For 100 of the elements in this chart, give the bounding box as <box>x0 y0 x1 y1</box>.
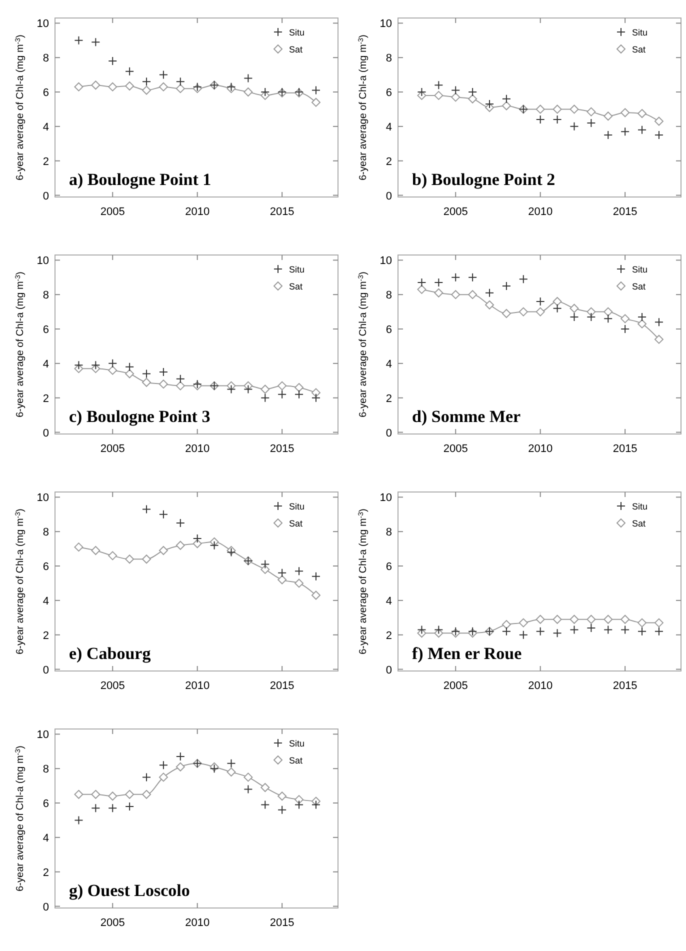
point <box>125 802 134 811</box>
point <box>536 307 545 316</box>
point <box>125 369 134 378</box>
point <box>485 288 494 298</box>
point <box>518 307 528 316</box>
x-tick-label: 2005 <box>100 206 125 218</box>
y-tick-label: 2 <box>42 866 49 879</box>
point <box>74 790 84 799</box>
point <box>451 290 460 300</box>
y-tick-label: 10 <box>380 492 392 504</box>
point <box>311 393 320 402</box>
y-tick-label: 8 <box>386 52 392 65</box>
y-tick-label: 0 <box>386 664 392 676</box>
y-tick-label: 2 <box>42 630 49 642</box>
point <box>142 86 152 95</box>
point <box>417 88 426 97</box>
point <box>552 304 562 313</box>
y-tick-label: 4 <box>42 832 49 844</box>
y-tick-label: 2 <box>42 392 49 405</box>
point <box>586 107 596 116</box>
legend-label: Sat <box>632 518 646 528</box>
legend-label: Sat <box>289 44 304 54</box>
point <box>108 358 118 368</box>
text: c) Boulogne Point 3 <box>69 407 210 426</box>
x-tick-label: 2015 <box>270 443 294 455</box>
text: a) Boulogne Point 1 <box>69 170 212 189</box>
point <box>108 804 118 813</box>
point <box>176 374 185 384</box>
point <box>552 296 562 306</box>
point <box>502 281 511 290</box>
y-tick-label: 0 <box>42 664 49 676</box>
point <box>604 112 613 121</box>
legend-label: Sat <box>632 44 646 54</box>
point <box>176 77 185 86</box>
y-tick-label: 0 <box>386 427 392 440</box>
point <box>91 546 100 556</box>
point <box>74 542 84 552</box>
point <box>260 783 270 792</box>
point <box>536 104 545 114</box>
legend-label: Situ <box>289 502 305 512</box>
point <box>586 312 596 322</box>
point <box>518 618 528 628</box>
point <box>108 56 118 66</box>
point <box>468 272 478 282</box>
x-tick-label: 2010 <box>185 443 210 455</box>
y-tick-label: 8 <box>42 52 49 65</box>
point <box>552 104 562 114</box>
legend-label: Situ <box>289 28 305 38</box>
point <box>311 572 320 581</box>
y-tick-label: 10 <box>36 729 49 742</box>
y-tick-label: 2 <box>386 392 392 405</box>
point <box>620 108 630 118</box>
x-tick-label: 2005 <box>443 443 468 455</box>
text: d) Somme Mer <box>412 407 522 426</box>
y-tick-label: 0 <box>42 901 49 914</box>
x-tick-label: 2015 <box>270 917 294 929</box>
point <box>244 784 253 794</box>
x-tick-label: 2010 <box>528 443 553 455</box>
point <box>125 81 134 90</box>
point <box>278 792 287 801</box>
x-tick-label: 2005 <box>100 917 125 929</box>
x-tick-label: 2015 <box>612 443 638 455</box>
y-tick-label: 8 <box>386 526 392 539</box>
point <box>552 115 562 124</box>
point <box>311 98 320 107</box>
y-tick-label: 4 <box>386 358 392 370</box>
point <box>604 307 613 316</box>
point <box>158 368 168 377</box>
y-tick-label: 10 <box>380 255 392 268</box>
point <box>294 566 304 576</box>
y-tick-label: 4 <box>42 595 49 608</box>
y-tick-label: 10 <box>36 18 49 30</box>
point <box>570 304 579 313</box>
point <box>192 534 202 543</box>
y-tick-label: 4 <box>386 595 392 608</box>
point <box>108 792 118 801</box>
point <box>570 614 579 624</box>
point <box>91 38 100 47</box>
point <box>468 94 478 104</box>
y-tick-label: 6 <box>42 798 49 810</box>
point <box>620 614 630 624</box>
point <box>502 309 511 318</box>
point <box>417 284 426 294</box>
y-tick-label: 4 <box>386 121 392 134</box>
point <box>158 510 168 519</box>
point <box>244 88 253 97</box>
x-tick-label: 2015 <box>612 680 638 692</box>
point <box>278 381 287 390</box>
point <box>518 274 528 284</box>
point <box>260 88 270 97</box>
point <box>570 104 579 114</box>
point <box>468 290 478 300</box>
point <box>620 314 630 324</box>
point <box>620 625 630 634</box>
point <box>654 116 664 126</box>
point <box>311 800 320 810</box>
point <box>604 314 613 324</box>
x-tick-label: 2010 <box>185 917 210 929</box>
point <box>502 101 511 110</box>
x-tick-label: 2005 <box>443 680 468 692</box>
